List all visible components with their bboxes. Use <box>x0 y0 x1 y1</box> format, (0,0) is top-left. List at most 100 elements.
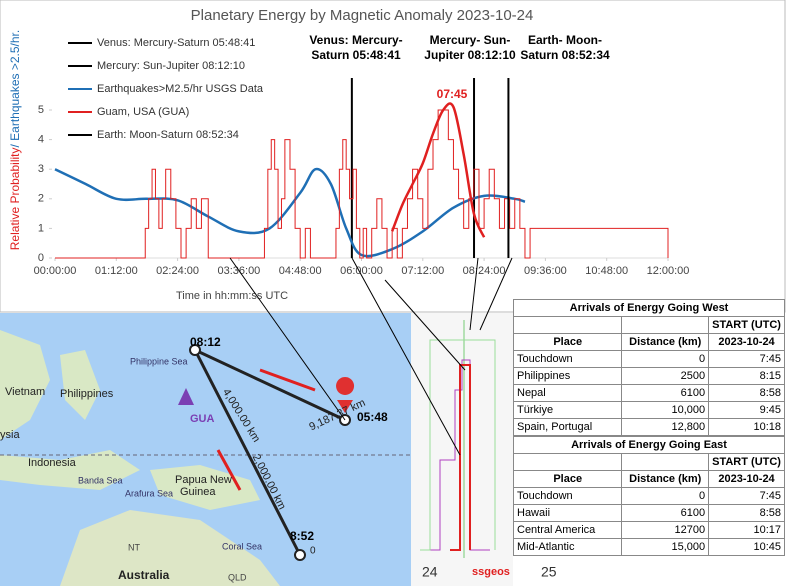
connector <box>229 257 346 421</box>
header-cell: 2023-10-24 <box>708 333 785 351</box>
header-row: START (UTC) <box>512 316 785 334</box>
map-label: Papua New <box>175 474 232 486</box>
table: Arrivals of Energy Going West START (UTC)… <box>512 299 785 436</box>
header-cell: 2023-10-24 <box>708 470 785 488</box>
land <box>60 510 280 586</box>
x-tick-label: 09:36:00 <box>524 265 567 277</box>
table-cell: 10,000 <box>621 401 710 419</box>
table-row: Spain, Portugal 12,800 10:18 <box>512 418 785 436</box>
header-cell: START (UTC) <box>708 453 785 471</box>
y-tick-label: 3 <box>38 163 44 175</box>
table-cell: Spain, Portugal <box>512 418 623 436</box>
table-cell: 7:45 <box>708 350 785 368</box>
table: Arrivals of Energy Going East START (UTC)… <box>512 436 785 556</box>
series-line <box>54 167 526 258</box>
y-tick-label: 2 <box>38 193 44 205</box>
arrow <box>216 449 242 491</box>
map-label: Banda Sea <box>78 475 123 485</box>
header-row: Place Distance (km) 2023-10-24 <box>512 470 785 488</box>
annotation: Venus: Mercury- <box>309 33 402 47</box>
header-cell <box>512 453 623 471</box>
table-cell: Touchdown <box>512 350 623 368</box>
pin <box>336 377 355 413</box>
annotation: Mercury- Sun- <box>430 33 511 47</box>
map-label: 05:48 <box>357 410 388 424</box>
map <box>0 313 411 586</box>
y-axis-label: Relative Probability/ Earthquakes >2.5/h… <box>8 30 22 250</box>
table-cell: 6100 <box>621 384 710 402</box>
table-title: Arrivals of Energy Going West <box>513 299 785 317</box>
table-cell: Touchdown <box>512 487 623 505</box>
land <box>60 350 100 420</box>
table-row: Türkiye 10,000 9:45 <box>512 401 785 419</box>
x-tick-label: 01:12:00 <box>95 265 138 277</box>
table-cell: 8:58 <box>708 384 785 402</box>
arrow <box>259 368 316 392</box>
annotation: 07:45 <box>437 87 468 101</box>
x-axis-label: Time in hh:mm:ss UTC <box>176 290 288 302</box>
annotation: Earth- Moon- <box>528 33 602 47</box>
header-row: Place Distance (km) 2023-10-24 <box>512 333 785 351</box>
land <box>0 450 140 490</box>
legend-label: Venus: Mercury-Saturn 05:48:41 <box>97 37 255 49</box>
connector <box>479 257 513 331</box>
table-cell: 10:45 <box>708 538 785 556</box>
map-label: QLD <box>228 572 247 582</box>
header-cell: Distance (km) <box>621 333 710 351</box>
table-cell: 8:58 <box>708 504 785 522</box>
table-cell: Mid-Atlantic <box>512 538 623 556</box>
map-label: Philippine Sea <box>130 356 188 366</box>
excel-area <box>411 313 513 586</box>
table-cell: 8:15 <box>708 367 785 385</box>
x-tick-label: 04:48:00 <box>279 265 322 277</box>
legend-label: Mercury: Sun-Jupiter 08:12:10 <box>97 60 245 72</box>
x-tick-label: 00:00:00 <box>34 265 77 277</box>
header-cell <box>621 316 710 334</box>
table-row: Philippines 2500 8:15 <box>512 367 785 385</box>
header-cell: Place <box>512 333 623 351</box>
table-row: Touchdown 0 7:45 <box>512 350 785 368</box>
table-cell: Central America <box>512 521 623 539</box>
table-cell: Türkiye <box>512 401 623 419</box>
annotation: Saturn 05:48:41 <box>311 48 401 62</box>
path-line <box>193 349 302 556</box>
legend-label: Earth: Moon-Saturn 08:52:34 <box>97 129 239 141</box>
land <box>0 330 50 440</box>
header-cell: Distance (km) <box>621 470 710 488</box>
table-row: Central America 12700 10:17 <box>512 521 785 539</box>
map-label: 0 <box>310 546 316 557</box>
table-cell: 0 <box>621 350 710 368</box>
map-label: NT <box>128 542 140 552</box>
path-line <box>194 348 346 422</box>
table-cell: 15,000 <box>621 538 710 556</box>
y-label-part: / Earthquakes >2.5/hr. <box>8 30 22 148</box>
table-row: Hawaii 6100 8:58 <box>512 504 785 522</box>
map-label: Vietnam <box>5 386 45 398</box>
chart-title: Planetary Energy by Magnetic Anomaly 202… <box>191 7 534 24</box>
x-tick-label: 12:00:00 <box>647 265 690 277</box>
table-row: Nepal 6100 8:58 <box>512 384 785 402</box>
map-label: Arafura Sea <box>125 488 173 498</box>
table-cell: 12700 <box>621 521 710 539</box>
fit-line <box>390 102 486 238</box>
map-label: Indonesia <box>28 457 77 469</box>
map-label: 8:52 <box>290 529 314 543</box>
map-label: Guinea <box>180 486 216 498</box>
header-row: START (UTC) <box>512 453 785 471</box>
map-label: Australia <box>118 568 170 582</box>
excel-label: ssgeos <box>472 566 510 578</box>
excel-line <box>420 339 496 551</box>
chart-frame <box>0 0 786 313</box>
y-label-part: Relative Probability <box>8 148 22 251</box>
table-row: Mid-Atlantic 15,000 10:45 <box>512 538 785 556</box>
legend-label: Guam, USA (GUA) <box>97 106 189 118</box>
x-tick-label: 06:00:00 <box>340 265 383 277</box>
header-cell: Place <box>512 470 623 488</box>
annotation: Saturn 08:52:34 <box>520 48 610 62</box>
table-cell: 0 <box>621 487 710 505</box>
map-label: Philippines <box>60 388 114 400</box>
y-tick-label: 1 <box>38 222 44 234</box>
excel-bg <box>411 313 513 586</box>
point <box>294 549 306 561</box>
